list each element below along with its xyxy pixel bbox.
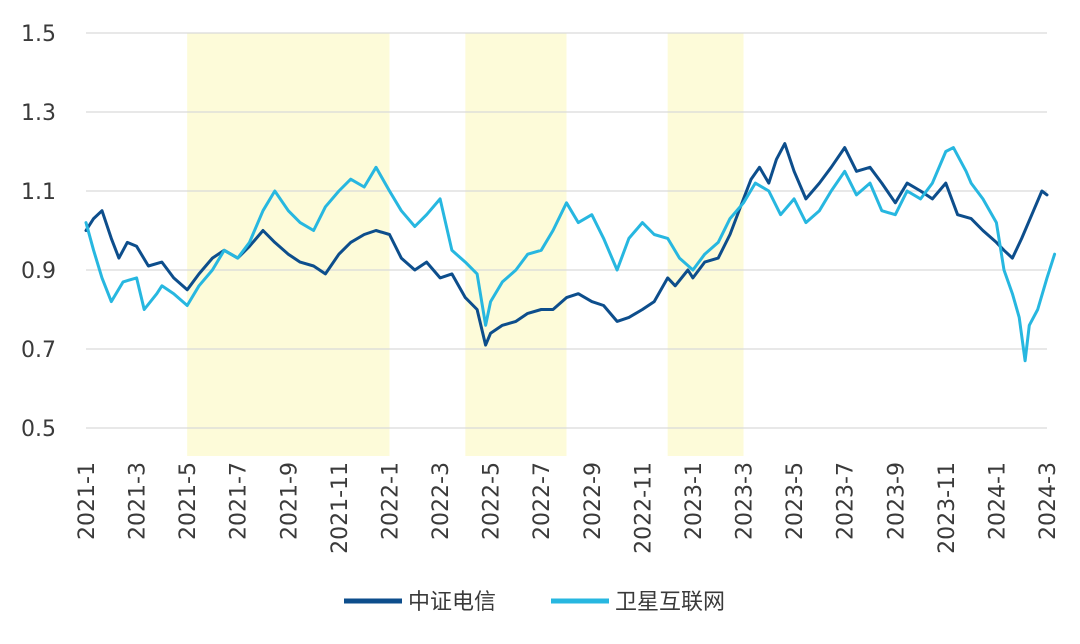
shaded-period-1 [187,33,390,456]
shaded-period-3 [667,33,744,456]
y-tick-label: 1.5 [21,22,56,47]
x-tick-label: 2021-9 [277,462,302,540]
y-tick-label: 0.7 [21,338,56,363]
x-tick-label: 2021-3 [126,462,151,540]
x-tick-label: 2023-3 [733,462,758,540]
legend-label-1: 中证电信 [408,590,496,615]
y-tick-label: 0.9 [21,259,56,284]
x-tick-label: 2021-5 [176,462,201,540]
x-tick-label: 2023-5 [783,462,808,540]
x-tick-label: 2023-1 [682,462,707,540]
shaded-period-2 [465,33,567,456]
series-line-2 [84,146,1057,363]
x-tick-label: 2022-11 [631,462,656,554]
y-tick-label: 0.5 [21,417,56,442]
x-tick-label: 2024-1 [985,462,1010,540]
x-tick-label: 2021-11 [328,462,353,554]
x-tick-label: 2022-9 [581,462,606,540]
x-tick-label: 2021-1 [75,462,100,540]
x-tick-label: 2023-11 [935,462,960,554]
x-tick-label: 2022-1 [378,462,403,540]
legend: 中证电信 卫星互联网 [344,590,725,615]
x-tick-label: 2023-7 [834,462,859,540]
y-tick-label: 1.1 [21,180,56,205]
legend-label-2: 卫星互联网 [615,590,725,615]
x-tick-label: 2024-3 [1036,462,1061,540]
y-axis: 0.5 0.7 0.9 1.1 1.3 1.5 [21,22,56,442]
series [84,142,1057,363]
x-tick-label: 2022-3 [429,462,454,540]
shaded-periods [187,33,744,456]
x-axis: 2021-1 2021-3 2021-5 2021-7 2021-9 2021-11 202… [75,462,1061,554]
x-tick-label: 2023-9 [884,462,909,540]
x-tick-label: 2022-5 [480,462,505,540]
x-tick-label: 2021-7 [227,462,252,540]
x-tick-label: 2022-7 [530,462,555,540]
gridlines [86,32,1047,429]
y-tick-label: 1.3 [21,101,56,126]
